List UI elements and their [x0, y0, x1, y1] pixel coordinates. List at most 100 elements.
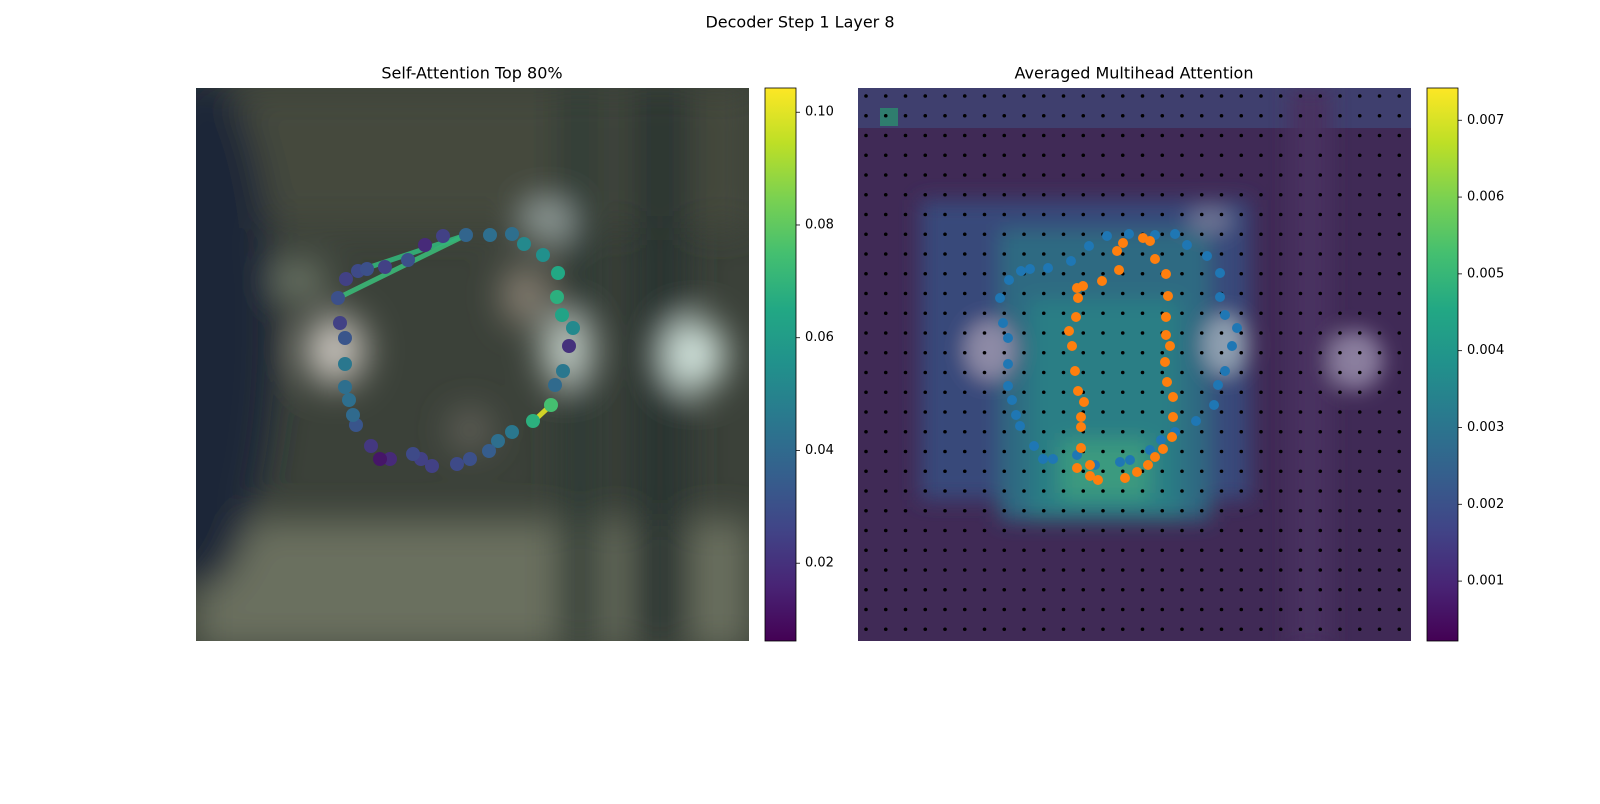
point — [1072, 283, 1082, 293]
patch-dot — [1160, 568, 1165, 572]
patch-dot — [1259, 528, 1263, 533]
patch-dot — [1318, 607, 1323, 612]
patch-dot — [1120, 192, 1125, 197]
patch-dot — [1318, 113, 1323, 118]
patch-dot — [1101, 192, 1105, 197]
patch-dot — [1041, 528, 1046, 533]
patch-dot — [1239, 153, 1244, 158]
patch-dot — [923, 232, 928, 237]
patch-dot — [903, 350, 908, 355]
patch-dot — [1357, 528, 1362, 533]
patch-dot — [1002, 350, 1007, 355]
patch-dot — [1160, 212, 1165, 217]
patch-dot — [1318, 469, 1323, 474]
patch-dot — [1061, 410, 1066, 414]
patch-dot — [962, 113, 967, 118]
patch-dot — [1022, 291, 1026, 296]
patch-dot — [1219, 429, 1224, 434]
patch-dot — [1081, 469, 1086, 474]
patch-dot — [1061, 173, 1066, 177]
patch-dot — [1338, 607, 1342, 612]
patch-dot — [864, 252, 868, 256]
patch-dot — [883, 489, 888, 493]
patch-dot — [1041, 212, 1046, 217]
patch-dot — [1278, 350, 1283, 355]
patch-dot — [1120, 528, 1125, 533]
patch-dot — [1061, 469, 1066, 474]
patch-dot — [1377, 331, 1382, 335]
patch-dot — [1377, 449, 1382, 454]
patch-dot — [1041, 331, 1046, 335]
patch-dot — [1298, 133, 1303, 138]
point — [1043, 263, 1053, 273]
patch-dot — [1140, 627, 1145, 632]
patch-dot — [1338, 548, 1342, 553]
patch-dot — [943, 94, 947, 98]
patch-dot — [923, 212, 928, 217]
patch-dot — [1239, 271, 1244, 276]
patch-dot — [1278, 232, 1283, 237]
point — [342, 393, 356, 407]
patch-dot — [864, 469, 868, 474]
patch-dot — [1140, 291, 1145, 296]
point — [1015, 421, 1025, 431]
patch-dot — [1180, 271, 1184, 276]
point — [1215, 268, 1225, 278]
patch-dot — [1239, 410, 1244, 414]
patch-dot — [1219, 508, 1224, 513]
patch-dot — [1022, 94, 1026, 98]
patch-dot — [1259, 390, 1263, 395]
point — [1167, 432, 1177, 442]
patch-dot — [1022, 568, 1026, 572]
point — [1125, 455, 1135, 465]
point — [1150, 452, 1160, 462]
patch-dot — [1298, 271, 1303, 276]
point — [1073, 293, 1083, 303]
patch-dot — [1377, 508, 1382, 513]
patch-dot — [883, 627, 888, 632]
patch-dot — [1140, 587, 1145, 592]
patch-dot — [943, 350, 947, 355]
patch-dot — [1022, 469, 1026, 474]
patch-dot — [1278, 528, 1283, 533]
patch-dot — [962, 271, 967, 276]
patch-dot — [864, 607, 868, 612]
patch-dot — [1278, 587, 1283, 592]
patch-dot — [864, 548, 868, 553]
point — [1163, 291, 1173, 301]
patch-dot — [1278, 469, 1283, 474]
patch-dot — [1239, 587, 1244, 592]
patch-dot — [1377, 528, 1382, 533]
patch-dot — [1160, 133, 1165, 138]
patch-dot — [1259, 370, 1263, 375]
patch-dot — [1120, 173, 1125, 177]
patch-dot — [903, 410, 908, 414]
attention-line — [355, 232, 469, 274]
patch-dot — [943, 410, 947, 414]
patch-dot — [1298, 232, 1303, 237]
patch-dot — [1081, 489, 1086, 493]
patch-dot — [1002, 548, 1007, 553]
point — [339, 272, 353, 286]
patch-dot — [1180, 94, 1184, 98]
point — [995, 293, 1005, 303]
patch-dot — [1002, 153, 1007, 158]
patch-dot — [903, 587, 908, 592]
patch-dot — [1041, 508, 1046, 513]
patch-dot — [1278, 508, 1283, 513]
patch-dot — [1081, 627, 1086, 632]
patch-dot — [1357, 252, 1362, 256]
patch-dot — [962, 291, 967, 296]
patch-dot — [1397, 133, 1402, 138]
patch-dot — [1120, 113, 1125, 118]
patch-dot — [1002, 390, 1007, 395]
patch-dot — [864, 232, 868, 237]
patch-dot — [943, 232, 947, 237]
patch-dot — [864, 173, 868, 177]
patch-dot — [1101, 429, 1105, 434]
point — [482, 444, 496, 458]
point — [1227, 341, 1237, 351]
patch-dot — [1180, 528, 1184, 533]
patch-dot — [1318, 232, 1323, 237]
patch-dot — [1318, 350, 1323, 355]
